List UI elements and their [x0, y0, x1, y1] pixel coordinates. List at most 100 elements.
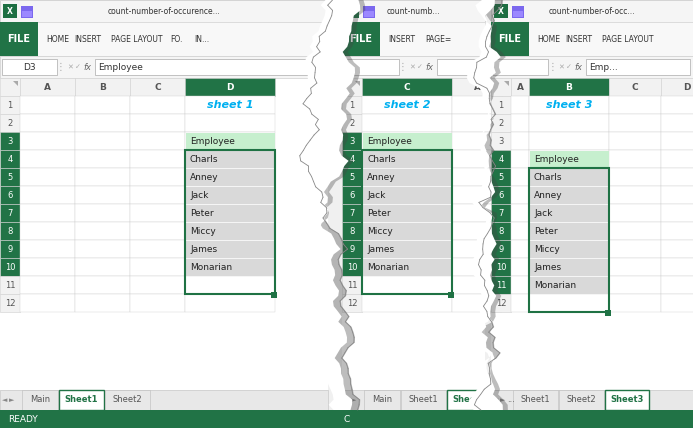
Bar	[0, 294, 20, 312]
Bar	[130, 222, 185, 240]
Text: 12: 12	[5, 298, 15, 307]
Polygon shape	[301, 0, 365, 410]
Text: Anney: Anney	[367, 172, 396, 181]
Text: ►: ►	[351, 397, 357, 403]
Bar	[186, 187, 274, 203]
Bar	[185, 186, 275, 204]
Bar	[362, 133, 452, 149]
Bar	[362, 186, 452, 204]
Bar	[21, 6, 33, 18]
Bar	[605, 310, 611, 316]
Bar	[22, 390, 58, 410]
Polygon shape	[467, 0, 503, 410]
Text: FILE: FILE	[8, 34, 30, 44]
Bar	[130, 258, 185, 276]
Bar	[452, 204, 502, 222]
Text: 7: 7	[8, 208, 12, 217]
Text: Sheet2: Sheet2	[453, 395, 486, 404]
Bar	[491, 204, 511, 222]
Bar	[661, 78, 693, 96]
Bar	[609, 132, 661, 150]
Bar	[130, 132, 185, 150]
Bar	[529, 258, 609, 276]
Bar	[75, 168, 130, 186]
Text: Sheet1: Sheet1	[520, 395, 550, 404]
Bar	[491, 96, 511, 114]
Text: ✓: ✓	[566, 64, 572, 70]
Bar	[362, 150, 452, 168]
Bar	[529, 168, 609, 312]
Text: 12: 12	[495, 298, 507, 307]
Text: HOME: HOME	[537, 35, 560, 44]
Text: Monarian: Monarian	[190, 262, 232, 271]
Bar	[342, 390, 485, 410]
Polygon shape	[475, 0, 508, 410]
Bar	[491, 150, 511, 168]
Text: ⋮: ⋮	[398, 62, 408, 72]
Text: Jack: Jack	[367, 190, 385, 199]
Bar	[452, 258, 502, 276]
Bar	[513, 11, 523, 17]
Bar	[511, 222, 529, 240]
Bar	[511, 78, 529, 96]
Bar	[0, 22, 328, 56]
Text: Anney: Anney	[534, 190, 563, 199]
Bar	[0, 186, 20, 204]
Bar	[491, 186, 511, 204]
Text: FO.: FO.	[170, 35, 183, 44]
Bar	[0, 78, 328, 390]
Bar	[529, 150, 609, 168]
Text: 3: 3	[8, 137, 12, 146]
Text: PAGE LAYOUT: PAGE LAYOUT	[111, 35, 162, 44]
Bar	[609, 186, 661, 204]
Text: Miccy: Miccy	[367, 226, 393, 235]
Bar	[452, 78, 502, 96]
Bar	[491, 0, 693, 22]
Bar	[362, 276, 452, 294]
Text: FILE: FILE	[349, 34, 373, 44]
Bar	[130, 78, 185, 96]
Text: Peter: Peter	[190, 208, 213, 217]
Bar	[437, 59, 482, 75]
Bar	[185, 150, 275, 294]
Bar	[609, 240, 661, 258]
Bar	[130, 96, 185, 114]
Text: 11: 11	[5, 280, 15, 289]
Text: James: James	[190, 244, 217, 253]
Text: count-numb...: count-numb...	[387, 6, 440, 15]
Bar	[20, 222, 75, 240]
Bar	[20, 168, 75, 186]
Bar	[342, 114, 362, 132]
Bar	[20, 78, 75, 96]
Text: C: C	[404, 83, 410, 92]
Bar	[609, 168, 661, 186]
Bar	[362, 187, 452, 203]
Bar	[75, 294, 130, 312]
Text: Employee: Employee	[367, 137, 412, 146]
Bar	[186, 241, 274, 258]
Bar	[185, 276, 275, 294]
Bar	[105, 390, 150, 410]
Bar	[609, 258, 661, 276]
Bar	[186, 169, 274, 185]
Bar	[0, 258, 20, 276]
Bar	[342, 22, 485, 56]
Text: 2: 2	[498, 119, 504, 128]
Bar	[661, 258, 693, 276]
Bar	[20, 150, 75, 168]
Bar	[362, 294, 452, 312]
Bar	[513, 390, 558, 410]
Bar	[362, 259, 452, 276]
Bar	[342, 0, 485, 22]
Text: Main: Main	[30, 395, 50, 404]
Bar	[529, 78, 609, 96]
Polygon shape	[355, 81, 360, 86]
Bar	[362, 241, 452, 258]
Text: X: X	[498, 6, 504, 15]
Bar	[342, 258, 362, 276]
Bar	[75, 276, 130, 294]
Text: Anney: Anney	[190, 172, 218, 181]
Bar	[0, 390, 328, 410]
Bar	[363, 6, 375, 18]
Text: 8: 8	[498, 226, 504, 235]
